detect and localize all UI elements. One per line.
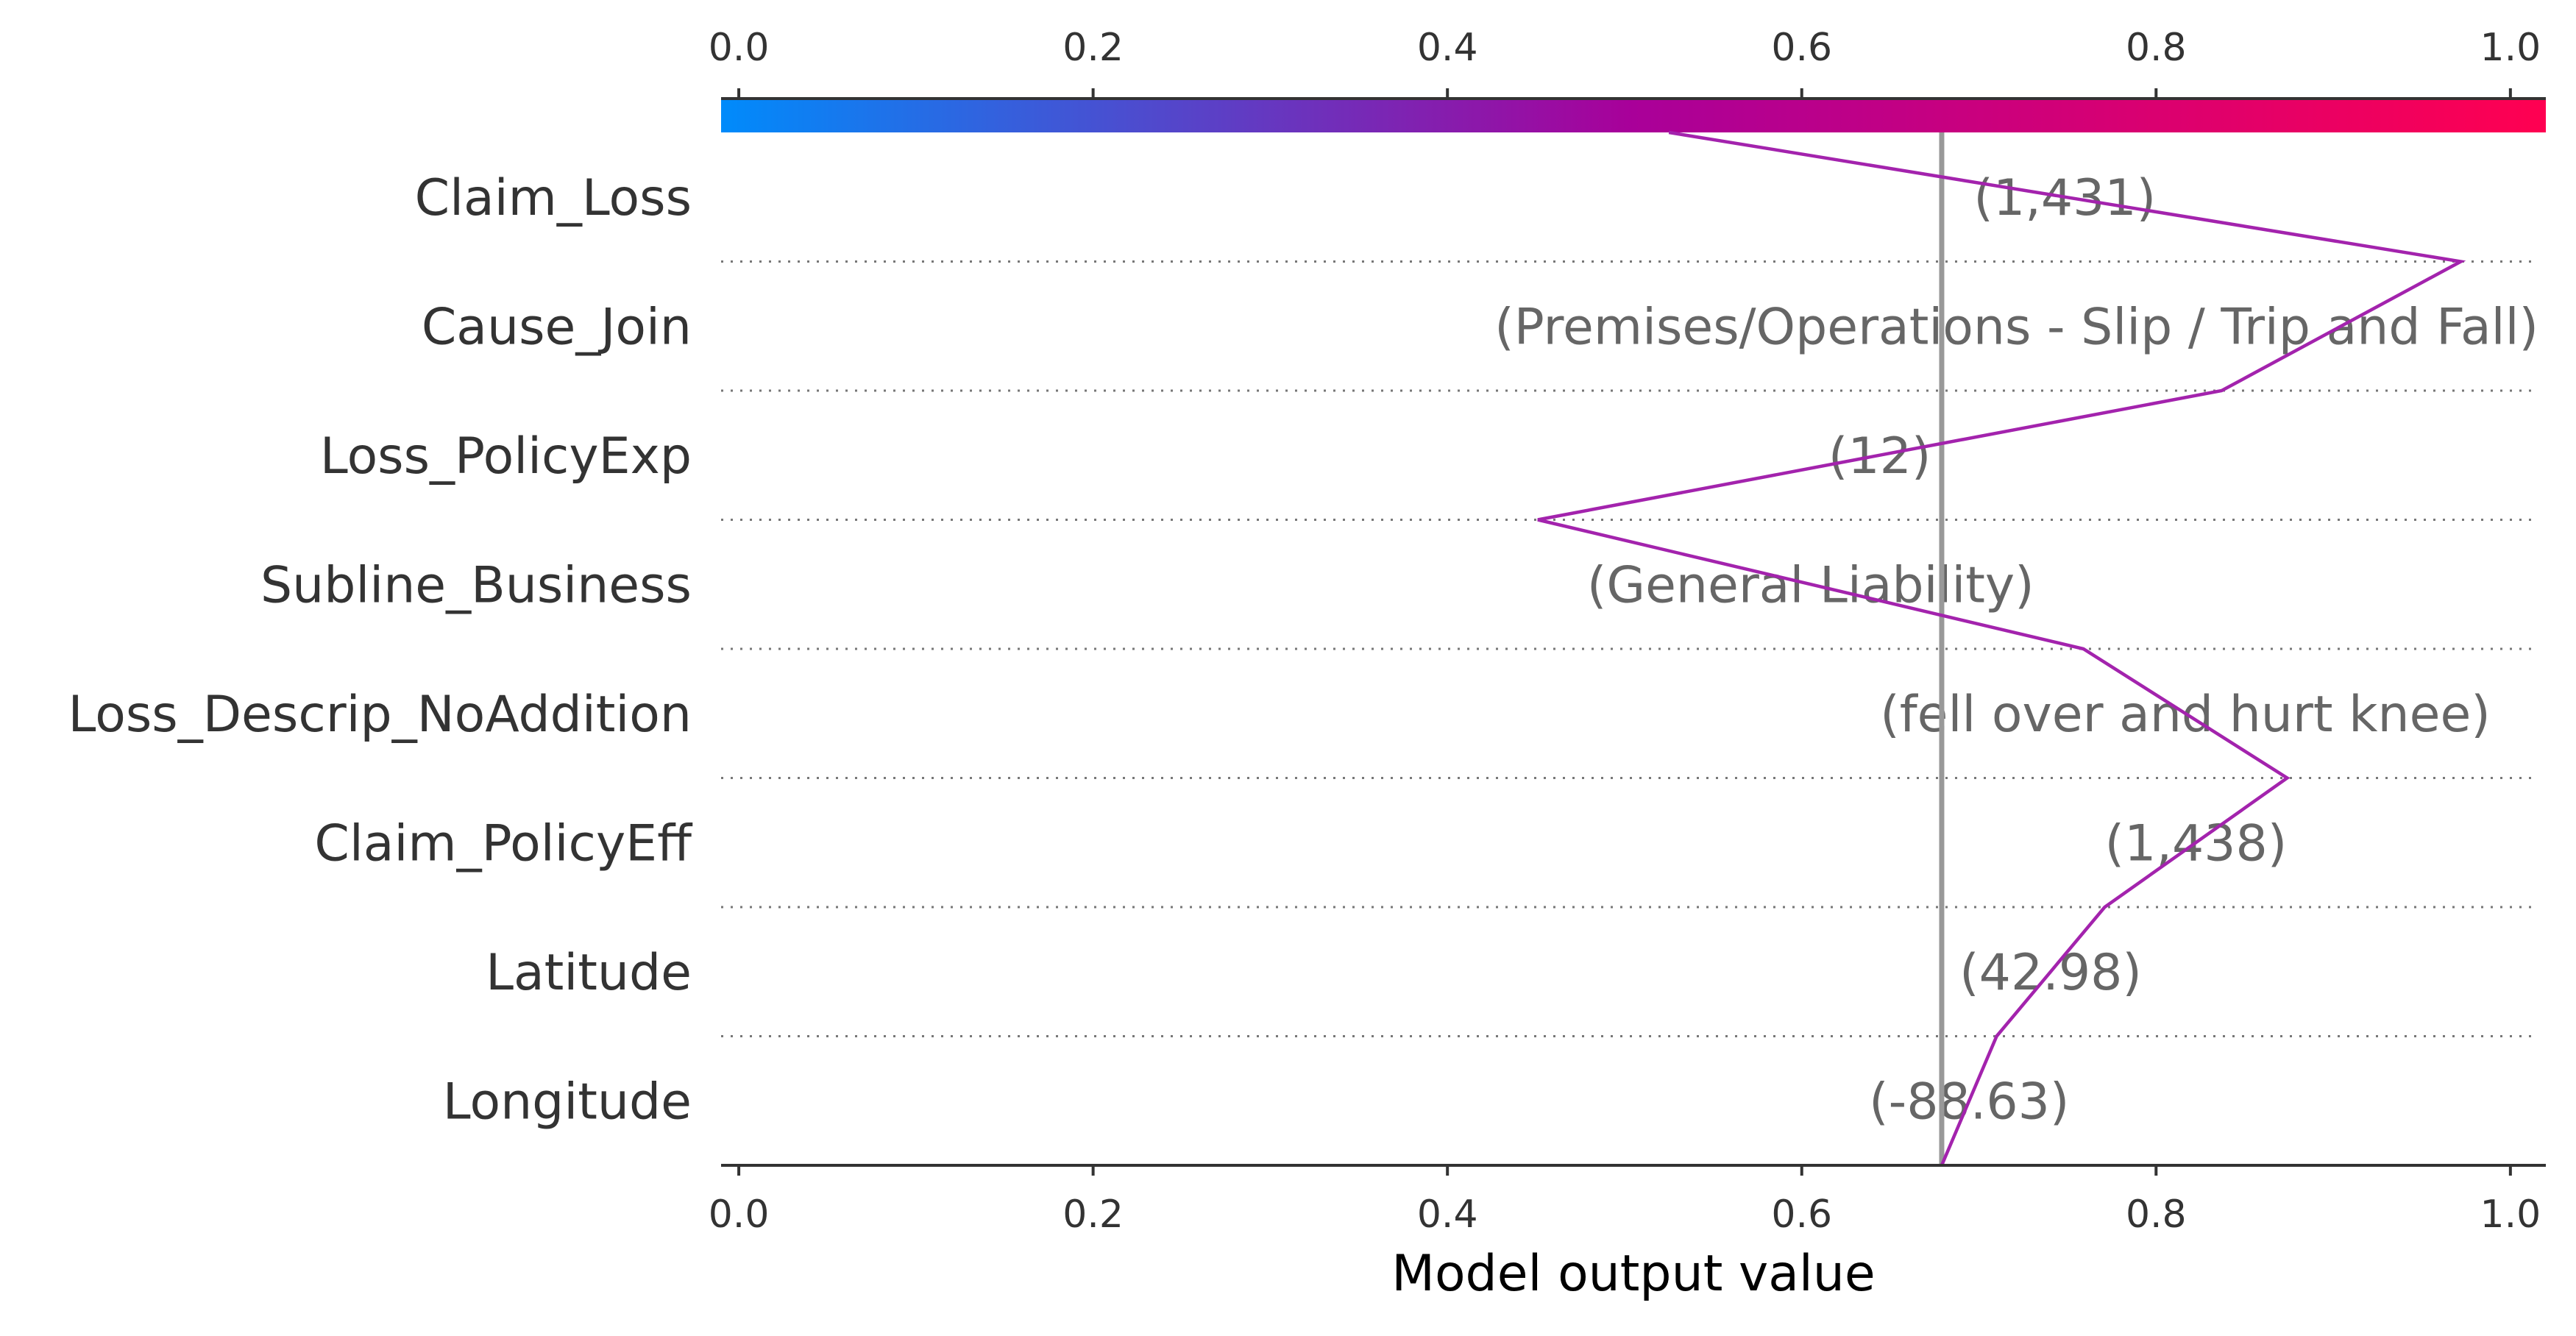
bottom-tick-label: 1.0: [2480, 1193, 2541, 1237]
bottom-tick-label: 0.2: [1062, 1193, 1124, 1237]
bottom-tick-label: 0.4: [1417, 1193, 1478, 1237]
colorbar: [721, 99, 2546, 132]
top-axis-ticks: 0.0 0.2 0.4 0.6 0.8 1.0: [709, 26, 2541, 99]
bottom-tick-label: 0.8: [2126, 1193, 2187, 1237]
feature-name-label: Longitude: [443, 1073, 692, 1131]
x-axis-label: Model output value: [1391, 1245, 1875, 1303]
top-tick-label: 0.8: [2126, 26, 2187, 70]
top-tick-label: 0.2: [1062, 26, 1124, 70]
feature-value-label: (Premises/Operations - Slip / Trip and F…: [1494, 298, 2538, 356]
feature-labels: Claim_Loss Cause_Join Loss_PolicyExp Sublin…: [68, 169, 694, 1131]
top-tick-label: 1.0: [2480, 26, 2541, 70]
top-tick-label: 0.0: [709, 26, 770, 70]
feature-name-label: Claim_Loss: [415, 169, 692, 227]
feature-name-label: Loss_Descrip_NoAddition: [68, 686, 692, 744]
feature-value-labels: (1,431)(Premises/Operations - Slip / Tri…: [1494, 169, 2538, 1131]
feature-name-label: Cause_Join: [422, 298, 692, 356]
feature-name-label: Latitude: [486, 944, 692, 1002]
feature-name-label: Claim_PolicyEff: [314, 814, 693, 873]
bottom-tick-label: 0.0: [709, 1193, 770, 1237]
top-tick-label: 0.6: [1771, 26, 1832, 70]
bottom-tick-label: 0.6: [1771, 1193, 1832, 1237]
feature-name-label: Subline_Business: [260, 556, 692, 614]
feature-name-label: Loss_PolicyExp: [320, 427, 692, 486]
row-gridlines: [721, 260, 2538, 1037]
top-tick-label: 0.4: [1417, 26, 1478, 70]
bottom-axis-ticks: 0.0 0.2 0.4 0.6 0.8 1.0: [709, 1165, 2541, 1237]
decision-path-line: [1537, 130, 2466, 1166]
